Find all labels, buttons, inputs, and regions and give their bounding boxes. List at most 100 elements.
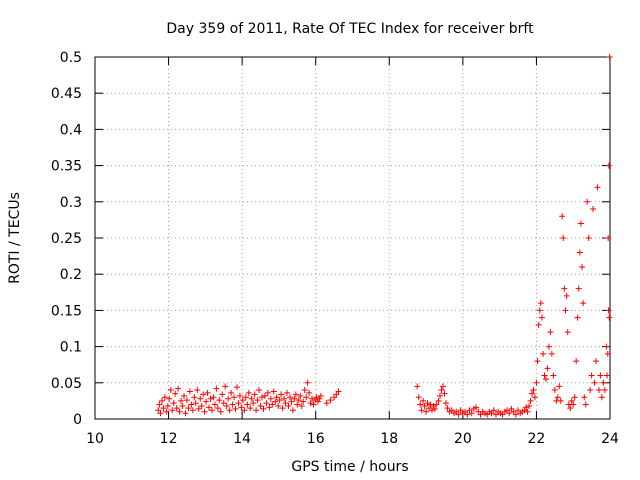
data-point	[201, 408, 208, 415]
data-point	[542, 376, 549, 383]
data-point	[175, 385, 182, 392]
data-point	[198, 402, 205, 409]
data-point	[577, 220, 584, 227]
data-point	[273, 394, 280, 401]
data-point	[544, 365, 551, 372]
data-point	[303, 394, 310, 401]
data-point	[523, 404, 530, 411]
data-point	[270, 388, 277, 395]
x-tick-label: 16	[307, 431, 325, 447]
x-tick-label: 20	[454, 431, 472, 447]
data-point	[560, 235, 567, 241]
data-point	[576, 249, 583, 256]
data-point	[233, 384, 240, 391]
data-point	[587, 387, 594, 394]
data-point	[414, 383, 421, 390]
data-point	[582, 401, 589, 408]
data-point	[591, 379, 598, 386]
data-point	[264, 389, 271, 396]
data-point	[427, 401, 434, 408]
data-point	[186, 388, 193, 395]
data-point	[191, 394, 198, 401]
data-point	[278, 391, 285, 398]
data-point	[160, 405, 167, 412]
data-point	[420, 397, 427, 404]
data-point	[301, 387, 308, 394]
data-point	[438, 387, 445, 394]
data-point	[267, 395, 274, 402]
data-point	[441, 390, 448, 397]
x-tick-label: 22	[528, 431, 546, 447]
data-point	[238, 404, 245, 411]
data-point	[206, 404, 213, 411]
data-point	[556, 383, 563, 390]
data-point	[593, 358, 600, 365]
data-point	[335, 388, 342, 395]
data-point	[179, 402, 186, 409]
data-point	[590, 206, 597, 213]
data-point	[207, 395, 214, 402]
data-point	[223, 402, 230, 409]
data-point	[526, 402, 533, 409]
data-point	[594, 184, 601, 191]
data-point	[562, 307, 569, 314]
data-point	[527, 397, 534, 404]
data-point	[297, 392, 304, 399]
data-point	[431, 405, 438, 412]
data-point	[490, 407, 497, 414]
data-point	[197, 395, 204, 402]
data-point	[236, 392, 243, 399]
data-point	[534, 358, 541, 365]
x-tick-label: 24	[601, 431, 619, 447]
data-point	[231, 394, 238, 401]
x-tick-label: 10	[86, 431, 104, 447]
data-point	[250, 400, 257, 407]
data-point	[172, 390, 179, 397]
grid-lines	[95, 57, 610, 419]
data-point	[272, 398, 279, 405]
data-point	[210, 394, 217, 401]
data-point	[251, 391, 258, 398]
data-point	[292, 391, 299, 398]
data-point	[537, 300, 544, 307]
data-point	[605, 235, 612, 241]
data-point	[289, 407, 296, 414]
data-point	[203, 398, 210, 405]
data-point	[294, 401, 301, 408]
data-point	[533, 379, 540, 386]
x-tick-label: 14	[233, 431, 251, 447]
data-point	[225, 395, 232, 402]
data-point	[424, 400, 431, 407]
data-point	[584, 198, 591, 205]
data-point	[169, 407, 176, 414]
data-point	[530, 387, 537, 394]
data-point	[276, 397, 283, 404]
data-point	[437, 392, 444, 399]
data-point	[157, 410, 164, 417]
data-point	[573, 358, 580, 365]
y-tick-label: 0.35	[51, 159, 82, 175]
data-point	[295, 397, 302, 404]
chart-title: Day 359 of 2011, Rate Of TEC Index for r…	[166, 21, 534, 37]
data-point	[580, 300, 587, 307]
data-point	[288, 398, 295, 405]
data-point	[163, 408, 170, 415]
data-point	[506, 410, 513, 417]
data-point	[309, 395, 316, 402]
data-point	[229, 401, 236, 408]
data-point	[464, 411, 471, 418]
y-tick-label: 0.1	[60, 340, 82, 356]
data-point	[176, 408, 183, 415]
data-point	[242, 394, 249, 401]
data-point	[595, 387, 602, 394]
data-point	[568, 397, 575, 404]
data-point	[158, 397, 165, 404]
data-point	[597, 372, 604, 379]
y-tick-label: 0.5	[60, 50, 82, 66]
data-point	[581, 394, 588, 401]
data-point	[188, 401, 195, 408]
data-point	[307, 400, 314, 407]
data-point	[291, 395, 298, 402]
data-point	[550, 372, 557, 379]
